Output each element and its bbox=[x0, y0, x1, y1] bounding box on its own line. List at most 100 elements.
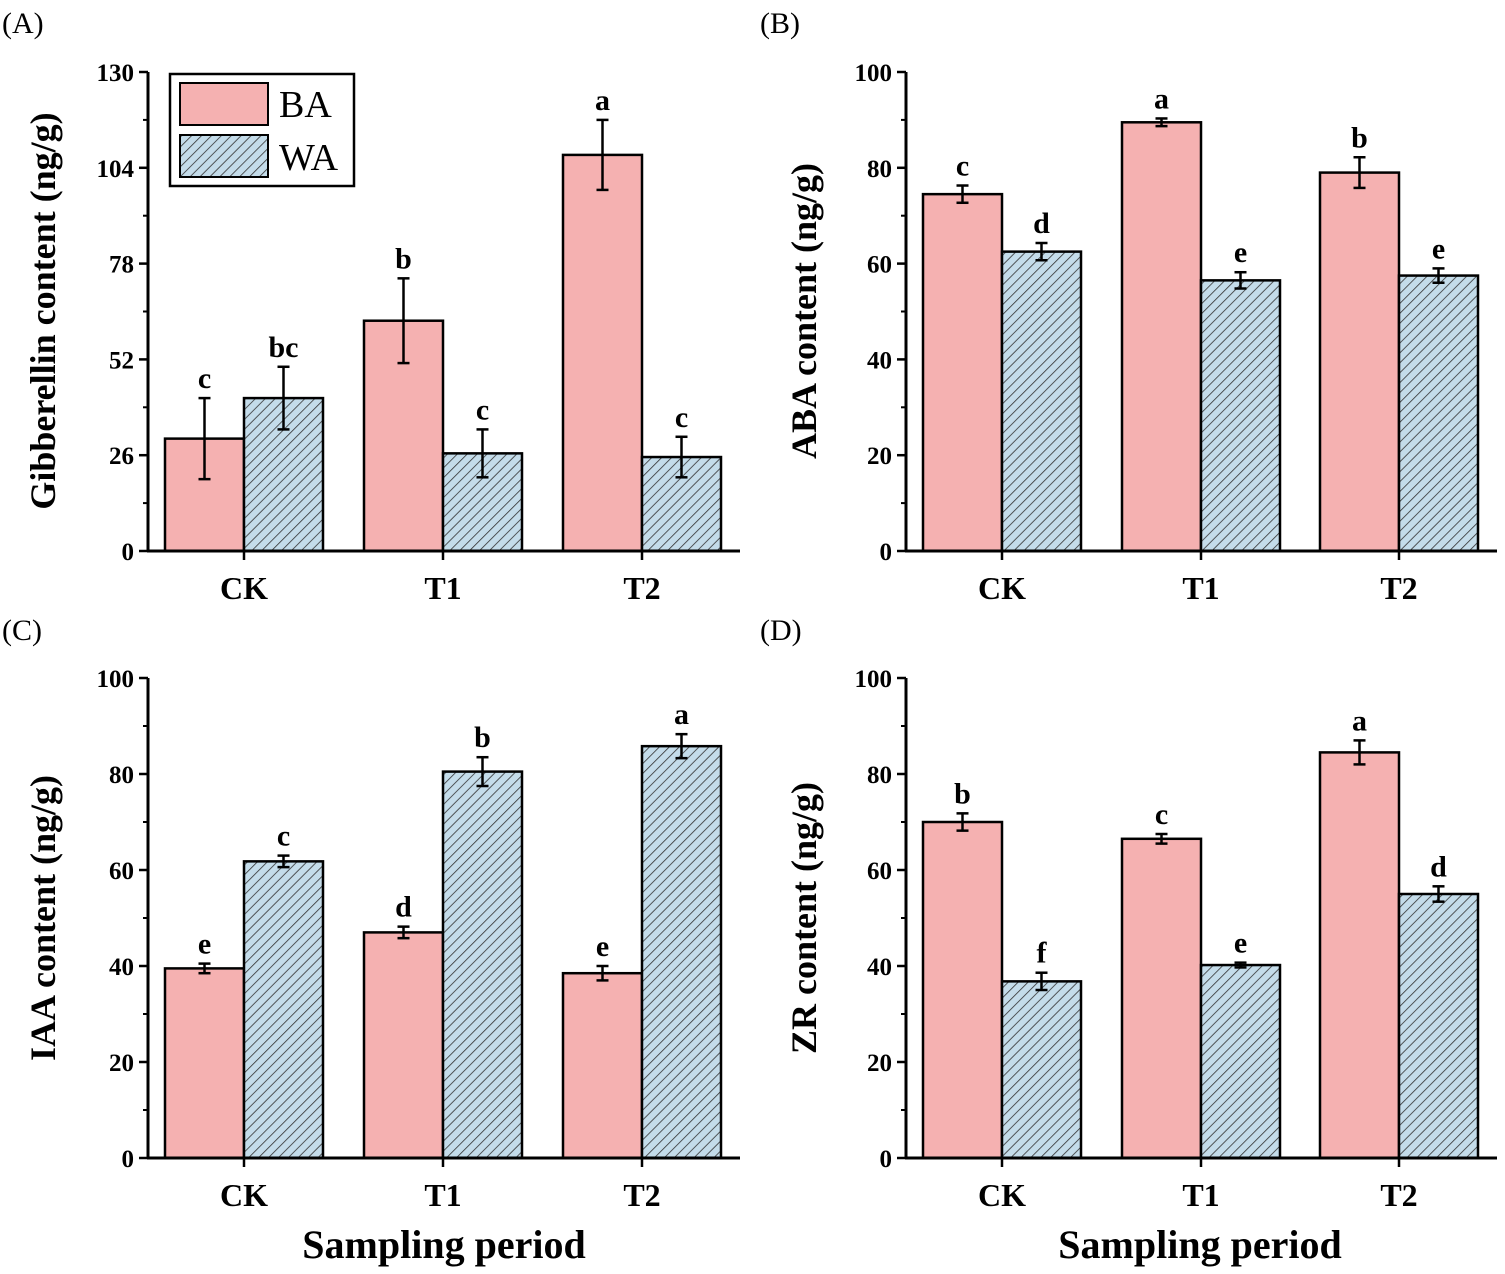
y-tick-label: 40 bbox=[867, 347, 892, 374]
x-tick-label-t2: T2 bbox=[1380, 570, 1417, 606]
bar-wa-t1 bbox=[1199, 279, 1282, 553]
bar-ba-ck bbox=[163, 967, 246, 1160]
significance-label: d bbox=[1430, 850, 1447, 883]
significance-label: b bbox=[395, 242, 412, 275]
chart-panel-iaa: e d e c b a 0 20 40 60 80 100 CK T1 T2 bbox=[97, 666, 740, 1213]
significance-label: a bbox=[1154, 82, 1169, 115]
y-tick-label: 60 bbox=[109, 858, 134, 885]
bar-wa-ck bbox=[1000, 250, 1083, 553]
x-tick-label-t1: T1 bbox=[1182, 1177, 1219, 1213]
x-tick-label-t1: T1 bbox=[1182, 570, 1219, 606]
significance-label: e bbox=[1234, 236, 1247, 269]
legend-label-ba: BA bbox=[279, 84, 332, 126]
y-tick-label: 100 bbox=[97, 666, 135, 693]
bar-wa-ck bbox=[1000, 980, 1083, 1160]
bar-wa-ck bbox=[242, 860, 325, 1160]
bar-ba-t1 bbox=[1120, 121, 1203, 553]
y-tick-label: 78 bbox=[109, 252, 134, 279]
significance-label: b bbox=[474, 721, 491, 754]
significance-label: c bbox=[956, 150, 969, 183]
x-tick-label-t1: T1 bbox=[424, 570, 461, 606]
bar-ba-t1 bbox=[1120, 837, 1203, 1160]
significance-label: a bbox=[595, 84, 610, 117]
bar-wa-t2 bbox=[1397, 892, 1480, 1160]
legend-label-wa: WA bbox=[279, 137, 339, 179]
legend-swatch-wa bbox=[179, 134, 269, 178]
significance-label: b bbox=[954, 777, 971, 810]
y-tick-label: 60 bbox=[867, 252, 892, 279]
panel-label-d: (D) bbox=[760, 614, 802, 647]
significance-label: a bbox=[1352, 704, 1367, 737]
y-tick-label: 0 bbox=[880, 1146, 893, 1173]
y-tick-label: 0 bbox=[122, 539, 135, 566]
significance-label: c bbox=[198, 362, 211, 395]
significance-label: a bbox=[674, 698, 689, 731]
y-tick-label: 20 bbox=[109, 1050, 134, 1077]
x-tick-label-t2: T2 bbox=[623, 570, 660, 606]
bar-wa-t2 bbox=[1397, 274, 1480, 553]
legend: BA WA bbox=[168, 72, 356, 188]
significance-label: c bbox=[675, 401, 688, 434]
significance-label: e bbox=[198, 928, 211, 961]
bar-wa-t1 bbox=[441, 452, 524, 553]
y-tick-label: 80 bbox=[867, 762, 892, 789]
significance-label: c bbox=[1155, 798, 1168, 831]
bar-ba-t2 bbox=[1318, 171, 1401, 553]
bar-ba-t1 bbox=[362, 931, 445, 1160]
y-tick-label: 20 bbox=[867, 443, 892, 470]
bar-ba-t2 bbox=[561, 971, 644, 1160]
y-tick-label: 100 bbox=[855, 666, 893, 693]
bar-ba-t2 bbox=[1318, 751, 1401, 1160]
chart-panel-gibberellin: c b a bc c c 0 26 52 78 104 130 CK T1 T2 bbox=[97, 60, 740, 606]
significance-label: bc bbox=[269, 331, 299, 364]
y-axis-title-d: ZR content (ng/g) bbox=[784, 782, 824, 1054]
significance-label: c bbox=[476, 393, 489, 426]
panel-label-c: (C) bbox=[2, 614, 42, 647]
x-tick-label-ck: CK bbox=[220, 1177, 268, 1213]
panel-label-b: (B) bbox=[760, 7, 800, 40]
x-tick-label-ck: CK bbox=[220, 570, 268, 606]
y-tick-label: 20 bbox=[867, 1050, 892, 1077]
significance-label: c bbox=[277, 820, 290, 853]
x-tick-label-t2: T2 bbox=[623, 1177, 660, 1213]
y-tick-label: 40 bbox=[109, 954, 134, 981]
y-tick-label: 0 bbox=[880, 539, 893, 566]
significance-label: f bbox=[1037, 937, 1048, 970]
legend-swatch-ba bbox=[179, 82, 269, 126]
y-tick-label: 0 bbox=[122, 1146, 135, 1173]
panel-label-a: (A) bbox=[2, 7, 44, 40]
significance-label: d bbox=[395, 891, 412, 924]
y-tick-label: 130 bbox=[97, 60, 135, 87]
bar-wa-t1 bbox=[1199, 963, 1282, 1160]
significance-label: e bbox=[596, 930, 609, 963]
chart-panel-zr: b c a f e d 0 20 40 60 80 100 CK T1 T2 bbox=[855, 666, 1497, 1213]
y-tick-label: 52 bbox=[109, 347, 134, 374]
x-tick-label-t1: T1 bbox=[424, 1177, 461, 1213]
y-tick-label: 40 bbox=[867, 954, 892, 981]
x-axis-title-d: Sampling period bbox=[1058, 1222, 1341, 1267]
bar-wa-t1 bbox=[441, 770, 524, 1160]
y-axis-title-b: ABA content (ng/g) bbox=[784, 163, 824, 459]
bar-ba-ck bbox=[921, 192, 1004, 553]
y-tick-label: 80 bbox=[867, 156, 892, 183]
y-tick-label: 26 bbox=[109, 443, 134, 470]
chart-panel-aba: c a b d e e 0 20 40 60 80 100 CK T1 T2 bbox=[855, 60, 1497, 606]
significance-label: b bbox=[1351, 121, 1368, 154]
y-tick-label: 100 bbox=[855, 60, 893, 87]
x-tick-label-ck: CK bbox=[978, 570, 1026, 606]
y-tick-label: 80 bbox=[109, 762, 134, 789]
significance-label: e bbox=[1432, 232, 1445, 265]
significance-label: d bbox=[1033, 207, 1050, 240]
y-tick-label: 60 bbox=[867, 858, 892, 885]
bar-ba-t2 bbox=[561, 153, 644, 553]
y-axis-title-a: Gibberellin content (ng/g) bbox=[23, 112, 63, 509]
significance-label: e bbox=[1234, 927, 1247, 960]
x-tick-label-ck: CK bbox=[978, 1177, 1026, 1213]
x-tick-label-t2: T2 bbox=[1380, 1177, 1417, 1213]
bar-wa-t2 bbox=[640, 744, 723, 1160]
y-tick-label: 104 bbox=[97, 156, 135, 183]
y-axis-title-c: IAA content (ng/g) bbox=[23, 775, 63, 1061]
x-axis-title-c: Sampling period bbox=[302, 1222, 585, 1267]
bar-ba-ck bbox=[921, 820, 1004, 1160]
